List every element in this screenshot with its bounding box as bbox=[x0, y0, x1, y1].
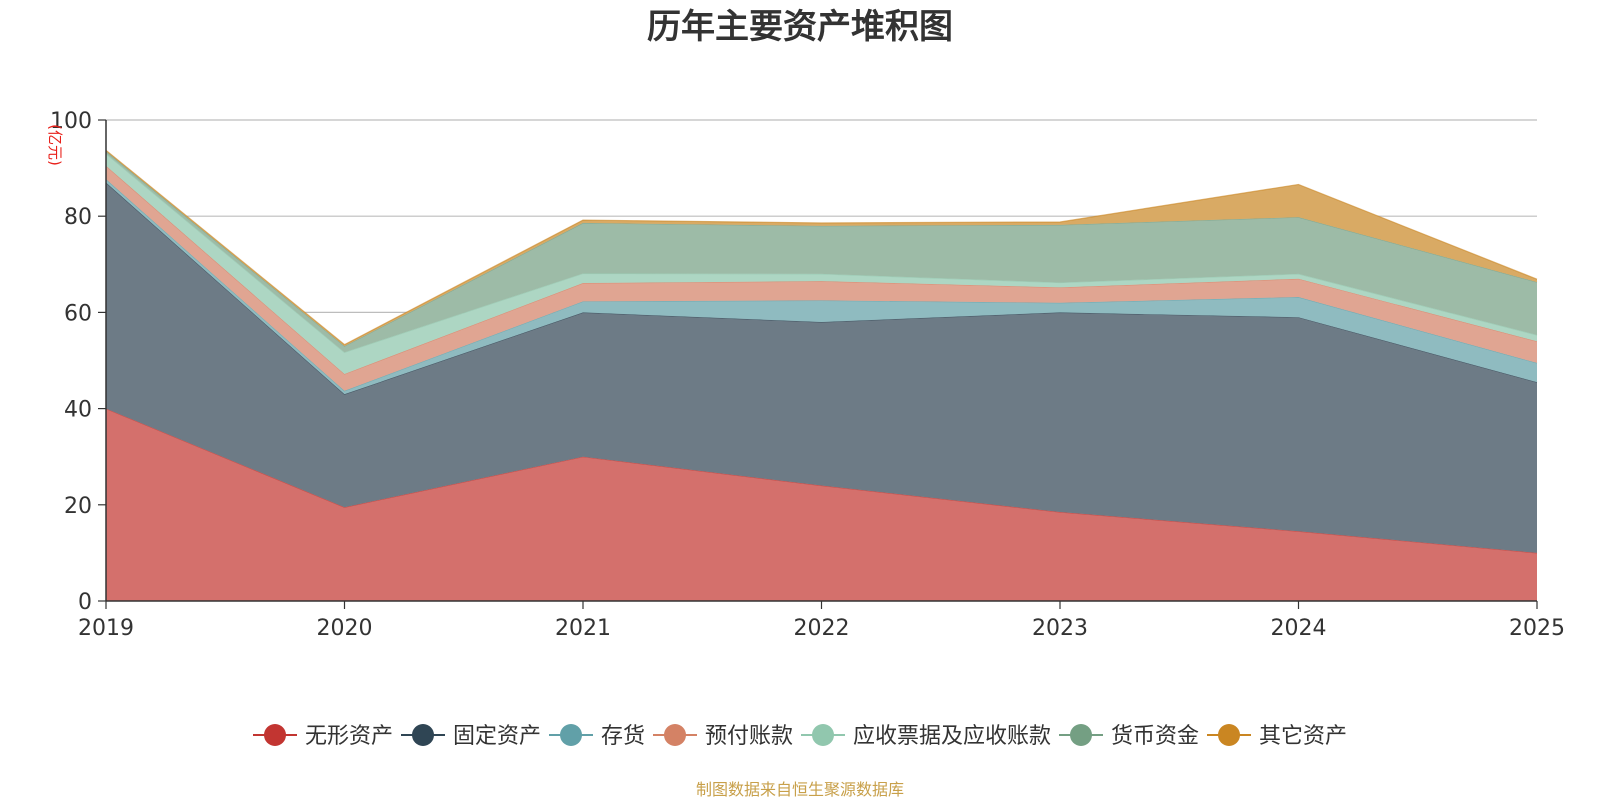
x-axis-ticks: 2019 2020 2021 2022 2023 2024 2025 bbox=[78, 601, 1565, 641]
legend-label: 其它资产 bbox=[1259, 724, 1347, 749]
x-tick-label: 2020 bbox=[317, 616, 373, 641]
legend-label: 存货 bbox=[601, 724, 645, 749]
y-tick-label: 80 bbox=[64, 205, 92, 230]
area-应收票据及应收账款 bbox=[106, 153, 1537, 374]
legend-item[interactable]: 其它资产 bbox=[1207, 724, 1347, 749]
legend-marker bbox=[812, 724, 834, 746]
x-tick-label: 2022 bbox=[794, 616, 850, 641]
line-其它资产 bbox=[105, 149, 1538, 346]
y-tick-label: 40 bbox=[64, 398, 92, 423]
legend-item[interactable]: 存货 bbox=[549, 724, 645, 749]
legend-marker bbox=[264, 724, 286, 746]
y-axis-ticks: 0 20 40 60 80 100 bbox=[50, 109, 106, 615]
unit-label: (亿元) bbox=[46, 124, 64, 166]
legend-label: 应收票据及应收账款 bbox=[853, 724, 1051, 749]
y-tick-label: 100 bbox=[50, 109, 92, 134]
y-tick-label: 60 bbox=[64, 301, 92, 326]
legend-marker bbox=[664, 724, 686, 746]
legend-marker bbox=[412, 724, 434, 746]
legend-item[interactable]: 无形资产 bbox=[253, 724, 393, 749]
area-预付账款 bbox=[106, 165, 1537, 391]
x-tick-label: 2019 bbox=[78, 616, 134, 641]
legend-label: 无形资产 bbox=[305, 724, 393, 749]
chart-title: 历年主要资产堆积图 bbox=[647, 7, 953, 47]
x-tick-label: 2024 bbox=[1271, 616, 1327, 641]
legend-item[interactable]: 应收票据及应收账款 bbox=[801, 724, 1051, 749]
legend-marker bbox=[1070, 724, 1092, 746]
legend-label: 预付账款 bbox=[705, 724, 793, 749]
area-固定资产 bbox=[106, 182, 1537, 553]
area-货币资金 bbox=[106, 151, 1537, 353]
legend-item[interactable]: 货币资金 bbox=[1059, 724, 1199, 749]
x-tick-label: 2023 bbox=[1032, 616, 1088, 641]
legend: 无形资产 固定资产 存货 预付账款 应收票据及应收账款 货币资金 其它资产 bbox=[253, 724, 1347, 749]
legend-label: 货币资金 bbox=[1111, 724, 1199, 749]
legend-item[interactable]: 固定资产 bbox=[401, 724, 541, 749]
area-series bbox=[105, 149, 1538, 601]
legend-marker bbox=[560, 724, 582, 746]
legend-label: 固定资产 bbox=[453, 724, 541, 749]
y-tick-label: 20 bbox=[64, 494, 92, 519]
y-tick-label: 0 bbox=[78, 590, 92, 615]
x-tick-label: 2021 bbox=[555, 616, 611, 641]
area-无形资产 bbox=[106, 408, 1537, 601]
source-note: 制图数据来自恒生聚源数据库 bbox=[696, 780, 904, 799]
legend-item[interactable]: 预付账款 bbox=[653, 724, 793, 749]
legend-marker bbox=[1218, 724, 1240, 746]
x-tick-label: 2025 bbox=[1509, 616, 1565, 641]
